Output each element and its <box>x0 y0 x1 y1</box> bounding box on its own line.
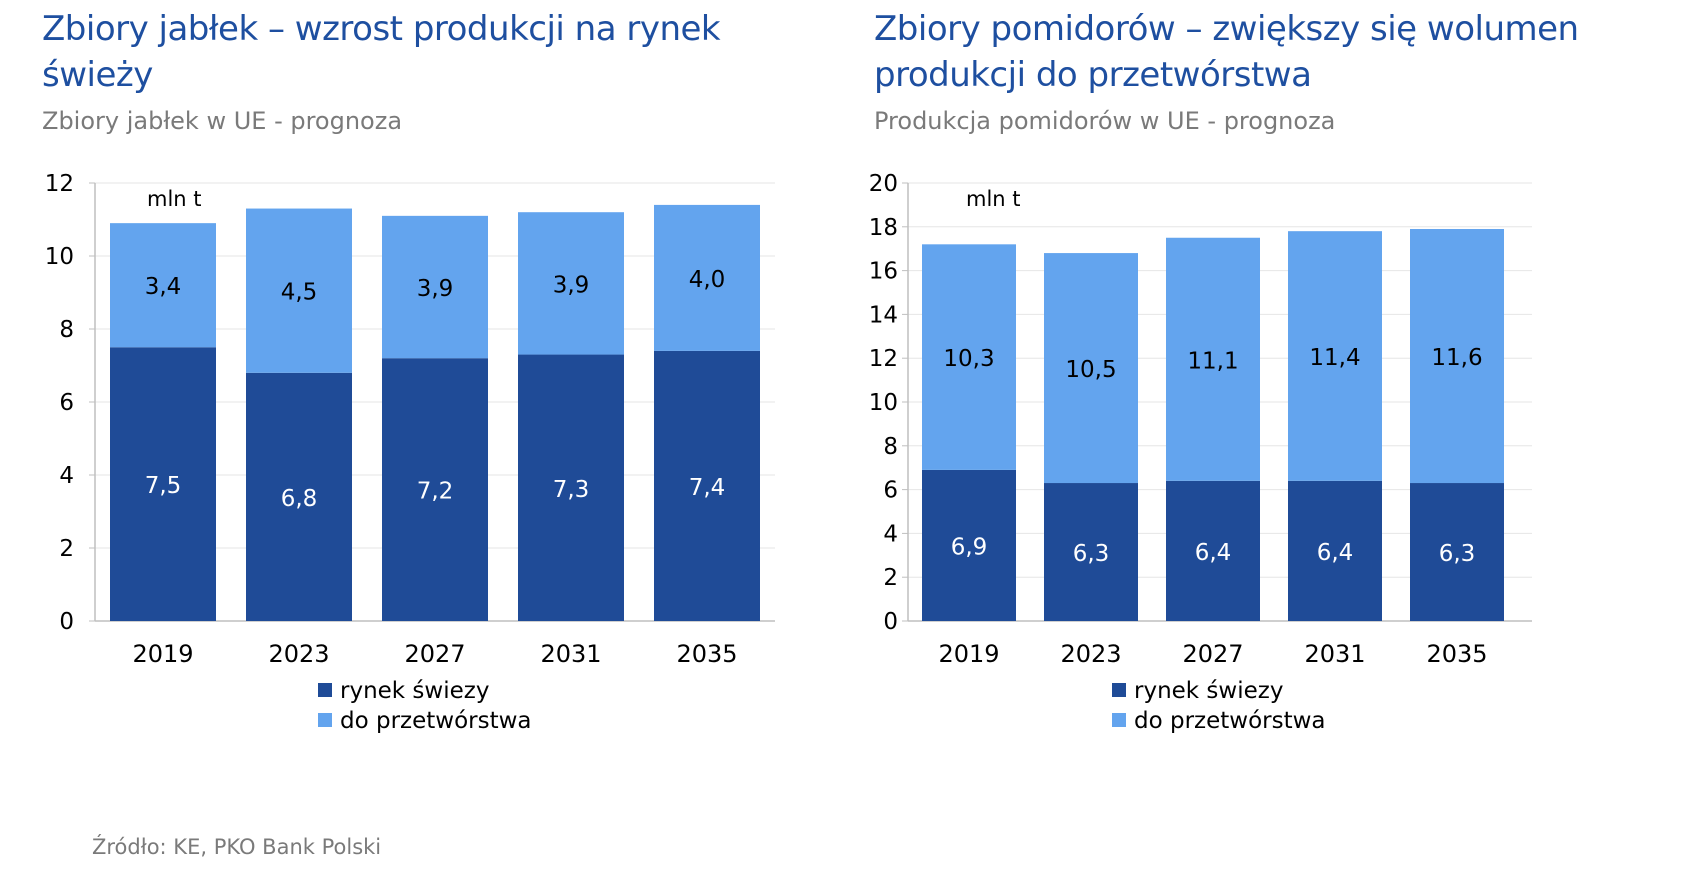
bar-segment-processing <box>654 204 760 351</box>
x-tick-label: 2027 <box>1182 640 1243 668</box>
apples-chart: 0 2 4 6 8 10 12 mln t 7,5 3,4 2019 6,8 4,5 2023 7,2 3,9… <box>45 171 775 734</box>
bar-segment-fresh <box>1044 483 1138 621</box>
tomatoes-title-line1: Zbiory pomidorów – zwiększy się wolumen <box>874 9 1579 49</box>
data-label: 6,3 <box>1073 541 1110 567</box>
data-label: 6,8 <box>281 486 318 512</box>
legend-label: rynek świezy <box>1134 678 1283 704</box>
legend-swatch <box>1112 683 1126 697</box>
x-tick-label: 2031 <box>1304 640 1365 668</box>
x-tick-label: 2027 <box>404 640 465 668</box>
legend-label: do przetwórstwa <box>340 708 532 734</box>
y-tick-label: 10 <box>869 390 898 416</box>
y-tick-label: 18 <box>869 215 898 241</box>
y-tick-label: 0 <box>59 609 74 635</box>
data-label: 3,9 <box>553 272 590 298</box>
bar-segment-processing <box>1410 228 1504 484</box>
data-label: 7,4 <box>689 475 726 501</box>
bar-segment-fresh <box>922 469 1016 621</box>
x-tick-label: 2023 <box>1060 640 1121 668</box>
x-tick-label: 2035 <box>1426 640 1487 668</box>
y-tick-label: 6 <box>59 390 74 416</box>
data-label: 6,4 <box>1195 540 1232 566</box>
tomatoes-title: Zbiory pomidorów – zwiększy się wolumen … <box>874 6 1579 98</box>
y-tick-label: 4 <box>59 463 74 489</box>
tomatoes-subtitle: Produkcja pomidorów w UE - prognoza <box>874 107 1336 135</box>
tomatoes-chart: 0 2 4 6 8 10 12 14 16 18 20 mln t 6,9 10,3 2019 6,3 10,5… <box>869 171 1532 734</box>
legend-label: rynek świezy <box>340 678 489 704</box>
y-tick-label: 6 <box>883 478 898 504</box>
x-tick-label: 2019 <box>938 640 999 668</box>
data-label: 11,1 <box>1187 348 1238 374</box>
data-label: 6,3 <box>1439 541 1476 567</box>
y-tick-label: 14 <box>869 302 898 328</box>
data-label: 7,5 <box>145 473 182 499</box>
x-tick-label: 2031 <box>540 640 601 668</box>
apples-title-line1: Zbiory jabłek – wzrost produkcji na ryne… <box>42 9 721 49</box>
y-tick-label: 16 <box>869 259 898 285</box>
data-label: 7,3 <box>553 477 590 503</box>
data-label: 4,0 <box>689 267 726 293</box>
y-tick-label: 12 <box>869 346 898 372</box>
bar-segment-processing <box>922 244 1016 470</box>
data-label: 11,6 <box>1431 345 1482 371</box>
bar-segment-processing <box>1166 237 1260 481</box>
y-tick-label: 2 <box>59 536 74 562</box>
data-label: 10,5 <box>1065 357 1116 383</box>
source-note: Źródło: KE, PKO Bank Polski <box>92 835 382 859</box>
bar-segment-fresh <box>654 350 760 621</box>
y-tick-label: 2 <box>883 565 898 591</box>
unit-label: mln t <box>966 187 1021 211</box>
data-label: 4,5 <box>281 280 318 306</box>
bar-segment-processing <box>110 223 216 348</box>
tomatoes-title-line2: produkcji do przetwórstwa <box>874 55 1312 95</box>
bar-segment-fresh <box>518 354 624 621</box>
bar-segment-fresh <box>110 347 216 621</box>
y-tick-label: 10 <box>45 244 74 270</box>
apples-subtitle: Zbiory jabłek w UE - prognoza <box>42 107 403 135</box>
bar-segment-processing <box>1044 253 1138 484</box>
y-tick-label: 12 <box>45 171 74 197</box>
data-label: 7,2 <box>417 479 454 505</box>
bar-segment-fresh <box>246 372 352 621</box>
x-tick-label: 2023 <box>268 640 329 668</box>
bar-segment-processing <box>246 208 352 373</box>
x-tick-label: 2035 <box>676 640 737 668</box>
legend-label: do przetwórstwa <box>1134 708 1326 734</box>
y-tick-label: 0 <box>883 609 898 635</box>
bar-segment-fresh <box>382 358 488 621</box>
bar-segment-processing <box>518 212 624 355</box>
legend-swatch <box>318 713 332 727</box>
tomatoes-panel: Zbiory pomidorów – zwiększy się wolumen … <box>846 0 1692 872</box>
y-tick-label: 8 <box>883 434 898 460</box>
data-label: 6,9 <box>951 534 988 560</box>
data-label: 3,4 <box>145 274 182 300</box>
data-label: 3,9 <box>417 276 454 302</box>
bar-segment-processing <box>1288 231 1382 481</box>
legend-swatch <box>1112 713 1126 727</box>
unit-label: mln t <box>147 187 202 211</box>
bar-segment-fresh <box>1288 480 1382 621</box>
x-tick-label: 2019 <box>132 640 193 668</box>
bar-segment-fresh <box>1166 480 1260 621</box>
apples-panel: Zbiory jabłek – wzrost produkcji na ryne… <box>42 6 775 734</box>
apples-title-line2: świeży <box>42 55 153 95</box>
y-tick-label: 4 <box>883 521 898 547</box>
data-label: 11,4 <box>1309 345 1360 371</box>
data-label: 6,4 <box>1317 540 1354 566</box>
bar-segment-processing <box>382 215 488 359</box>
y-tick-label: 20 <box>869 171 898 197</box>
y-tick-label: 8 <box>59 317 74 343</box>
apples-title: Zbiory jabłek – wzrost produkcji na ryne… <box>42 6 721 98</box>
bar-segment-fresh <box>1410 483 1504 621</box>
legend-swatch <box>318 683 332 697</box>
data-label: 10,3 <box>943 346 994 372</box>
